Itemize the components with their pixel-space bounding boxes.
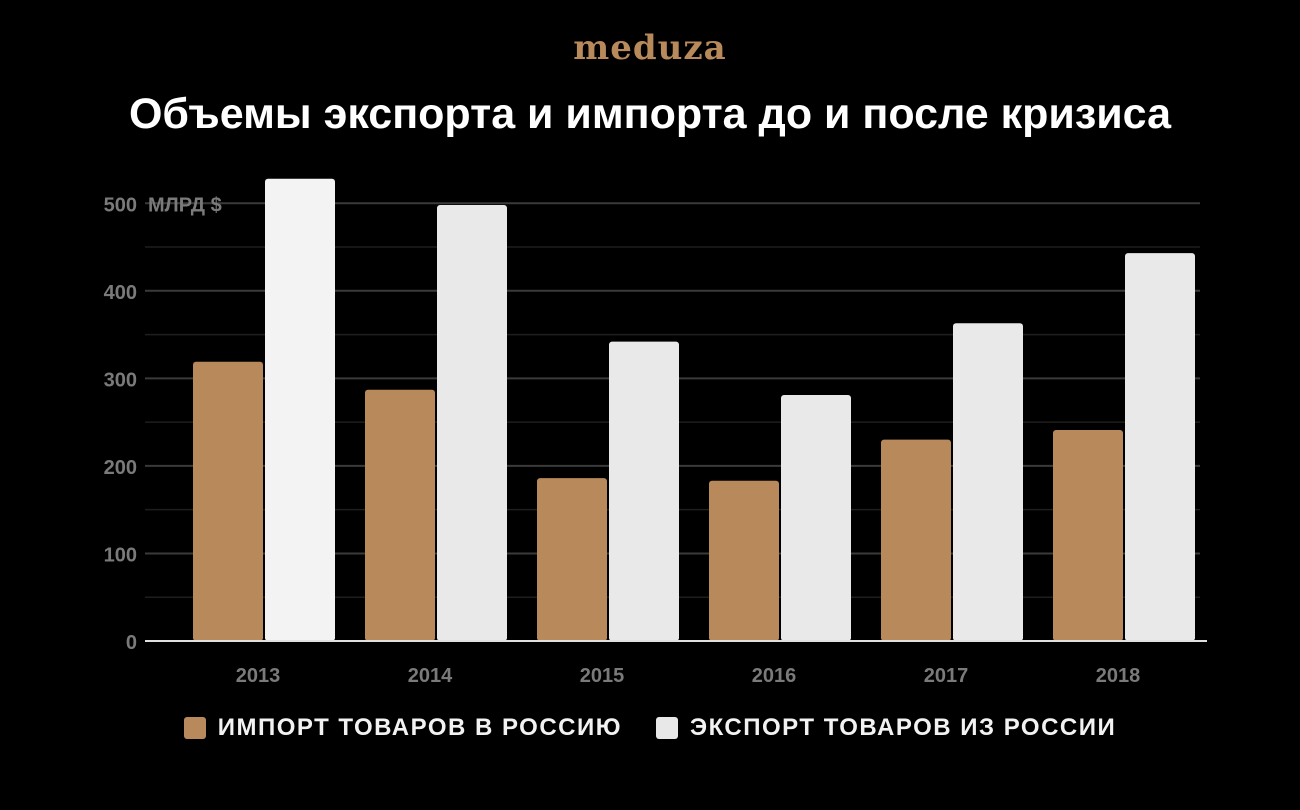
chart-title: Объемы экспорта и импорта до и после кри…	[128, 90, 1172, 138]
bar-export	[437, 205, 507, 642]
y-tick-label: 200	[104, 457, 137, 479]
y-unit-label: МЛРД $	[148, 194, 222, 216]
y-tick-label: 300	[104, 369, 137, 391]
legend-label-export: ЭКСПОРТ ТОВАРОВ ИЗ РОССИИ	[690, 714, 1117, 741]
bar-import	[1053, 430, 1123, 641]
bars	[193, 178, 1195, 642]
legend-item-import: ИМПОРТ ТОВАРОВ В РОССИЮ	[183, 714, 623, 742]
bar-import	[193, 361, 263, 641]
bar-export	[781, 394, 851, 641]
bar-export	[609, 341, 679, 641]
y-tick-label: 0	[126, 632, 137, 654]
legend-item-export: ЭКСПОРТ ТОВАРОВ ИЗ РОССИИ	[656, 714, 1116, 742]
bar-import	[537, 478, 607, 641]
x-tick-label: 2017	[924, 665, 969, 687]
x-tick-label: 2013	[236, 665, 281, 687]
y-axis-ticks: 0 100 200 300 400 500 МЛРД $	[104, 194, 222, 654]
meduza-logo: meduza	[573, 28, 727, 68]
x-axis-ticks: 2013 2014 2015 2016 2017 2018	[236, 665, 1141, 687]
bar-import	[709, 480, 779, 641]
x-tick-label: 2015	[580, 665, 625, 687]
bar-export	[265, 178, 335, 641]
y-tick-label: 400	[104, 282, 137, 304]
legend-label-import: ИМПОРТ ТОВАРОВ В РОССИЮ	[217, 714, 623, 741]
legend-swatch-export	[656, 717, 679, 739]
x-tick-label: 2016	[752, 665, 797, 687]
legend-swatch-import	[183, 717, 206, 739]
bar-import	[881, 439, 951, 641]
bar-export	[1125, 253, 1195, 642]
x-tick-label: 2018	[1096, 665, 1141, 687]
x-tick-label: 2014	[408, 665, 453, 687]
bar-export	[953, 323, 1023, 641]
y-tick-label: 100	[104, 544, 137, 566]
y-tick-label: 500	[104, 194, 137, 216]
bar-import	[365, 389, 435, 641]
chart-legend: ИМПОРТ ТОВАРОВ В РОССИЮ ЭКСПОРТ ТОВАРОВ …	[0, 714, 1300, 742]
